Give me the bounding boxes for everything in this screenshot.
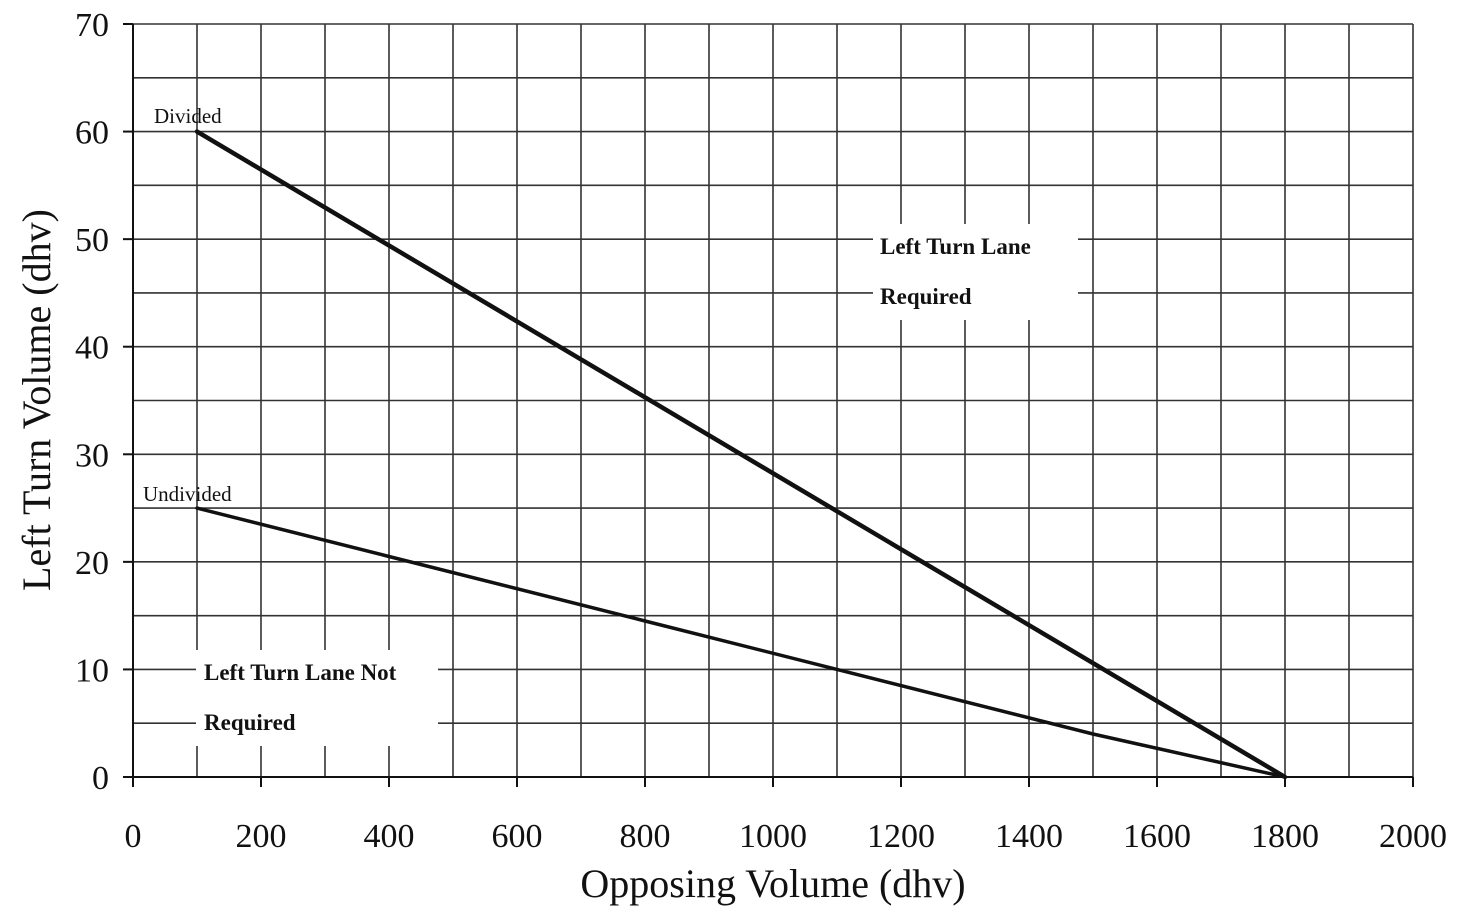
x-tick-label: 1200	[867, 818, 935, 855]
x-tick-label: 1000	[739, 818, 807, 855]
y-tick-label: 30	[75, 437, 109, 474]
x-tick-label: 1400	[995, 818, 1063, 855]
x-tick-label: 1800	[1251, 818, 1319, 855]
region-not-required-label: Left Turn Lane Not Required	[196, 650, 438, 746]
region-required-line-1: Left Turn Lane	[880, 234, 1031, 259]
series-label-divided: Divided	[154, 104, 222, 128]
x-tick-label: 600	[492, 818, 543, 855]
x-tick-label: 1600	[1123, 818, 1191, 855]
series-lines	[194, 129, 1288, 780]
x-tick-label: 800	[620, 818, 671, 855]
series-line-undivided	[195, 506, 1287, 779]
y-axis-title: Left Turn Volume (dhv)	[14, 209, 59, 591]
y-tick-label: 0	[92, 760, 109, 797]
x-axis-title: Opposing Volume (dhv)	[580, 861, 965, 906]
region-required-label: Left Turn Lane Required	[873, 224, 1078, 320]
y-tick-label: 50	[75, 222, 109, 259]
region-not-required-line-1: Left Turn Lane Not	[204, 660, 397, 685]
chart-labels: Opposing Volume (dhv) Left Turn Volume (…	[14, 104, 1078, 906]
region-not-required-line-2: Required	[204, 710, 296, 735]
y-tick-label: 60	[75, 115, 109, 152]
x-tick-label: 2000	[1379, 818, 1447, 855]
y-tick-label: 40	[75, 330, 109, 367]
x-tick-label: 400	[364, 818, 415, 855]
y-tick-label: 70	[75, 7, 109, 44]
grid-lines	[133, 23, 1414, 777]
y-tick-label: 20	[75, 545, 109, 582]
region-not-required-backdrop	[196, 650, 438, 746]
axes: 0 10 20 30 40 50 60 70 0 200 400 600 800 1000 1200 1400…	[75, 7, 1447, 855]
region-required-backdrop	[873, 224, 1078, 320]
region-required-line-2: Required	[880, 284, 972, 309]
x-tick-label: 200	[236, 818, 287, 855]
x-tick-label: 0	[125, 818, 142, 855]
series-label-undivided: Undivided	[143, 482, 232, 506]
y-tick-label: 10	[75, 652, 109, 689]
series-line-divided	[194, 129, 1288, 780]
